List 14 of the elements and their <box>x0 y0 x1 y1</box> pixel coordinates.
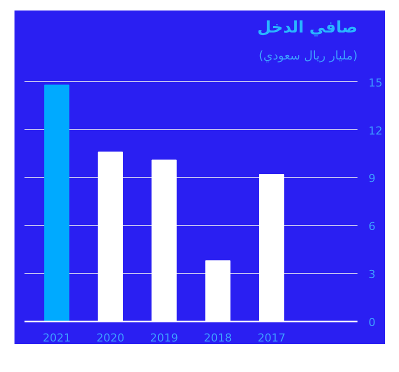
x-tick-label: 2021 <box>42 332 71 344</box>
bar <box>44 84 70 322</box>
y-tick-label: 9 <box>368 172 376 186</box>
y-tick-label: 3 <box>368 268 376 282</box>
y-tick-label: 0 <box>368 316 376 329</box>
x-tick-label: 2020 <box>96 332 124 344</box>
y-tick-label: 12 <box>368 124 382 138</box>
y-tick-label: 15 <box>368 76 382 90</box>
chart-subtitle: (مليار ريال سعودي) <box>258 48 358 62</box>
y-tick-label: 6 <box>368 220 376 234</box>
x-tick-label: 2017 <box>258 332 286 344</box>
x-tick-label: 2019 <box>150 332 178 344</box>
chart-title: صافي الدخل <box>257 18 358 36</box>
x-tick-label: 2018 <box>204 332 232 344</box>
